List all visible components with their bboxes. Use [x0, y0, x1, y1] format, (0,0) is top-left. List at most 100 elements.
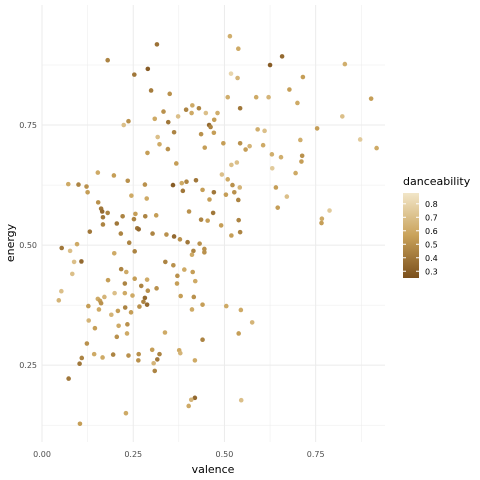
data-point: [267, 62, 273, 68]
data-point: [125, 178, 131, 184]
data-point: [162, 330, 168, 335]
data-point: [299, 159, 304, 164]
data-point: [122, 281, 128, 286]
data-point: [249, 320, 255, 325]
data-point: [105, 57, 110, 63]
data-point: [110, 352, 116, 357]
data-point: [136, 226, 141, 232]
data-point: [105, 210, 110, 216]
data-point: [237, 185, 243, 190]
data-point: [196, 105, 202, 111]
data-point: [255, 127, 260, 132]
data-point: [149, 347, 155, 353]
data-point: [144, 277, 150, 282]
data-point: [120, 213, 125, 219]
y-axis-title: energy: [4, 223, 17, 262]
data-point: [228, 71, 234, 76]
data-point: [111, 173, 117, 178]
data-point: [200, 302, 205, 307]
data-point: [170, 182, 176, 188]
legend-label: 0.8: [425, 200, 438, 209]
data-point: [123, 410, 129, 416]
data-point: [105, 277, 111, 283]
y-tick-label: 0.50: [19, 241, 37, 250]
data-point: [210, 210, 216, 216]
data-point: [238, 307, 244, 313]
data-point: [247, 143, 252, 149]
data-point: [137, 304, 142, 309]
data-point: [142, 213, 148, 219]
data-point: [95, 170, 101, 175]
data-point: [145, 66, 151, 72]
data-point: [227, 33, 233, 39]
data-point: [151, 360, 156, 366]
data-point: [92, 325, 98, 331]
data-point: [128, 310, 134, 315]
data-point: [111, 250, 117, 256]
data-point: [314, 126, 320, 131]
data-point: [150, 231, 155, 236]
data-point: [236, 46, 241, 51]
data-point: [211, 117, 217, 123]
data-point: [100, 214, 106, 220]
data-point: [190, 269, 196, 275]
data-point: [191, 248, 196, 254]
data-point: [298, 137, 303, 143]
data-point: [278, 154, 284, 160]
data-point: [191, 294, 197, 300]
data-point: [223, 303, 229, 309]
data-point: [202, 246, 207, 252]
data-point: [198, 131, 204, 137]
data-point: [69, 271, 75, 277]
data-point: [155, 357, 160, 362]
data-point: [192, 358, 198, 363]
data-point: [87, 229, 93, 234]
data-point: [266, 94, 271, 100]
data-point: [237, 141, 243, 146]
data-point: [131, 216, 137, 222]
data-point: [85, 189, 90, 195]
data-point: [202, 250, 207, 255]
data-point: [118, 266, 124, 272]
x-tick-label: 0.50: [216, 450, 234, 459]
data-point: [84, 341, 90, 346]
data-point: [155, 134, 160, 140]
data-point: [225, 177, 231, 182]
data-point: [115, 308, 121, 314]
data-point: [236, 217, 241, 223]
data-point: [200, 187, 205, 193]
data-point: [86, 318, 92, 323]
data-point: [284, 194, 290, 199]
data-point: [287, 87, 292, 92]
data-point: [138, 283, 144, 289]
data-point: [253, 94, 259, 100]
data-point: [95, 200, 101, 205]
data-point: [76, 182, 81, 187]
data-point: [243, 147, 248, 152]
data-point: [273, 185, 279, 190]
data-point: [124, 331, 130, 336]
data-point: [84, 184, 89, 189]
legend-label: 0.3: [425, 267, 438, 276]
y-tick-label: 0.75: [19, 121, 37, 130]
legend-label: 0.7: [425, 213, 438, 222]
y-axis-ticks: 0.25 0.50 0.75: [19, 121, 37, 370]
data-point: [65, 181, 71, 187]
legend-label: 0.6: [425, 227, 438, 236]
data-point: [114, 221, 120, 226]
data-point: [234, 160, 240, 165]
data-point: [229, 162, 234, 168]
data-point: [192, 278, 198, 284]
data-point: [189, 110, 194, 116]
data-point: [275, 205, 281, 210]
data-point: [121, 122, 127, 128]
data-point: [142, 182, 148, 187]
legend-label: 0.5: [425, 240, 438, 249]
legend-ticks: 0.8 0.7 0.6 0.5 0.4 0.3: [403, 200, 438, 276]
data-point: [132, 72, 137, 77]
data-point: [182, 267, 187, 272]
data-point: [96, 307, 102, 312]
x-tick-label: 0.00: [33, 450, 51, 459]
data-point: [167, 91, 173, 97]
